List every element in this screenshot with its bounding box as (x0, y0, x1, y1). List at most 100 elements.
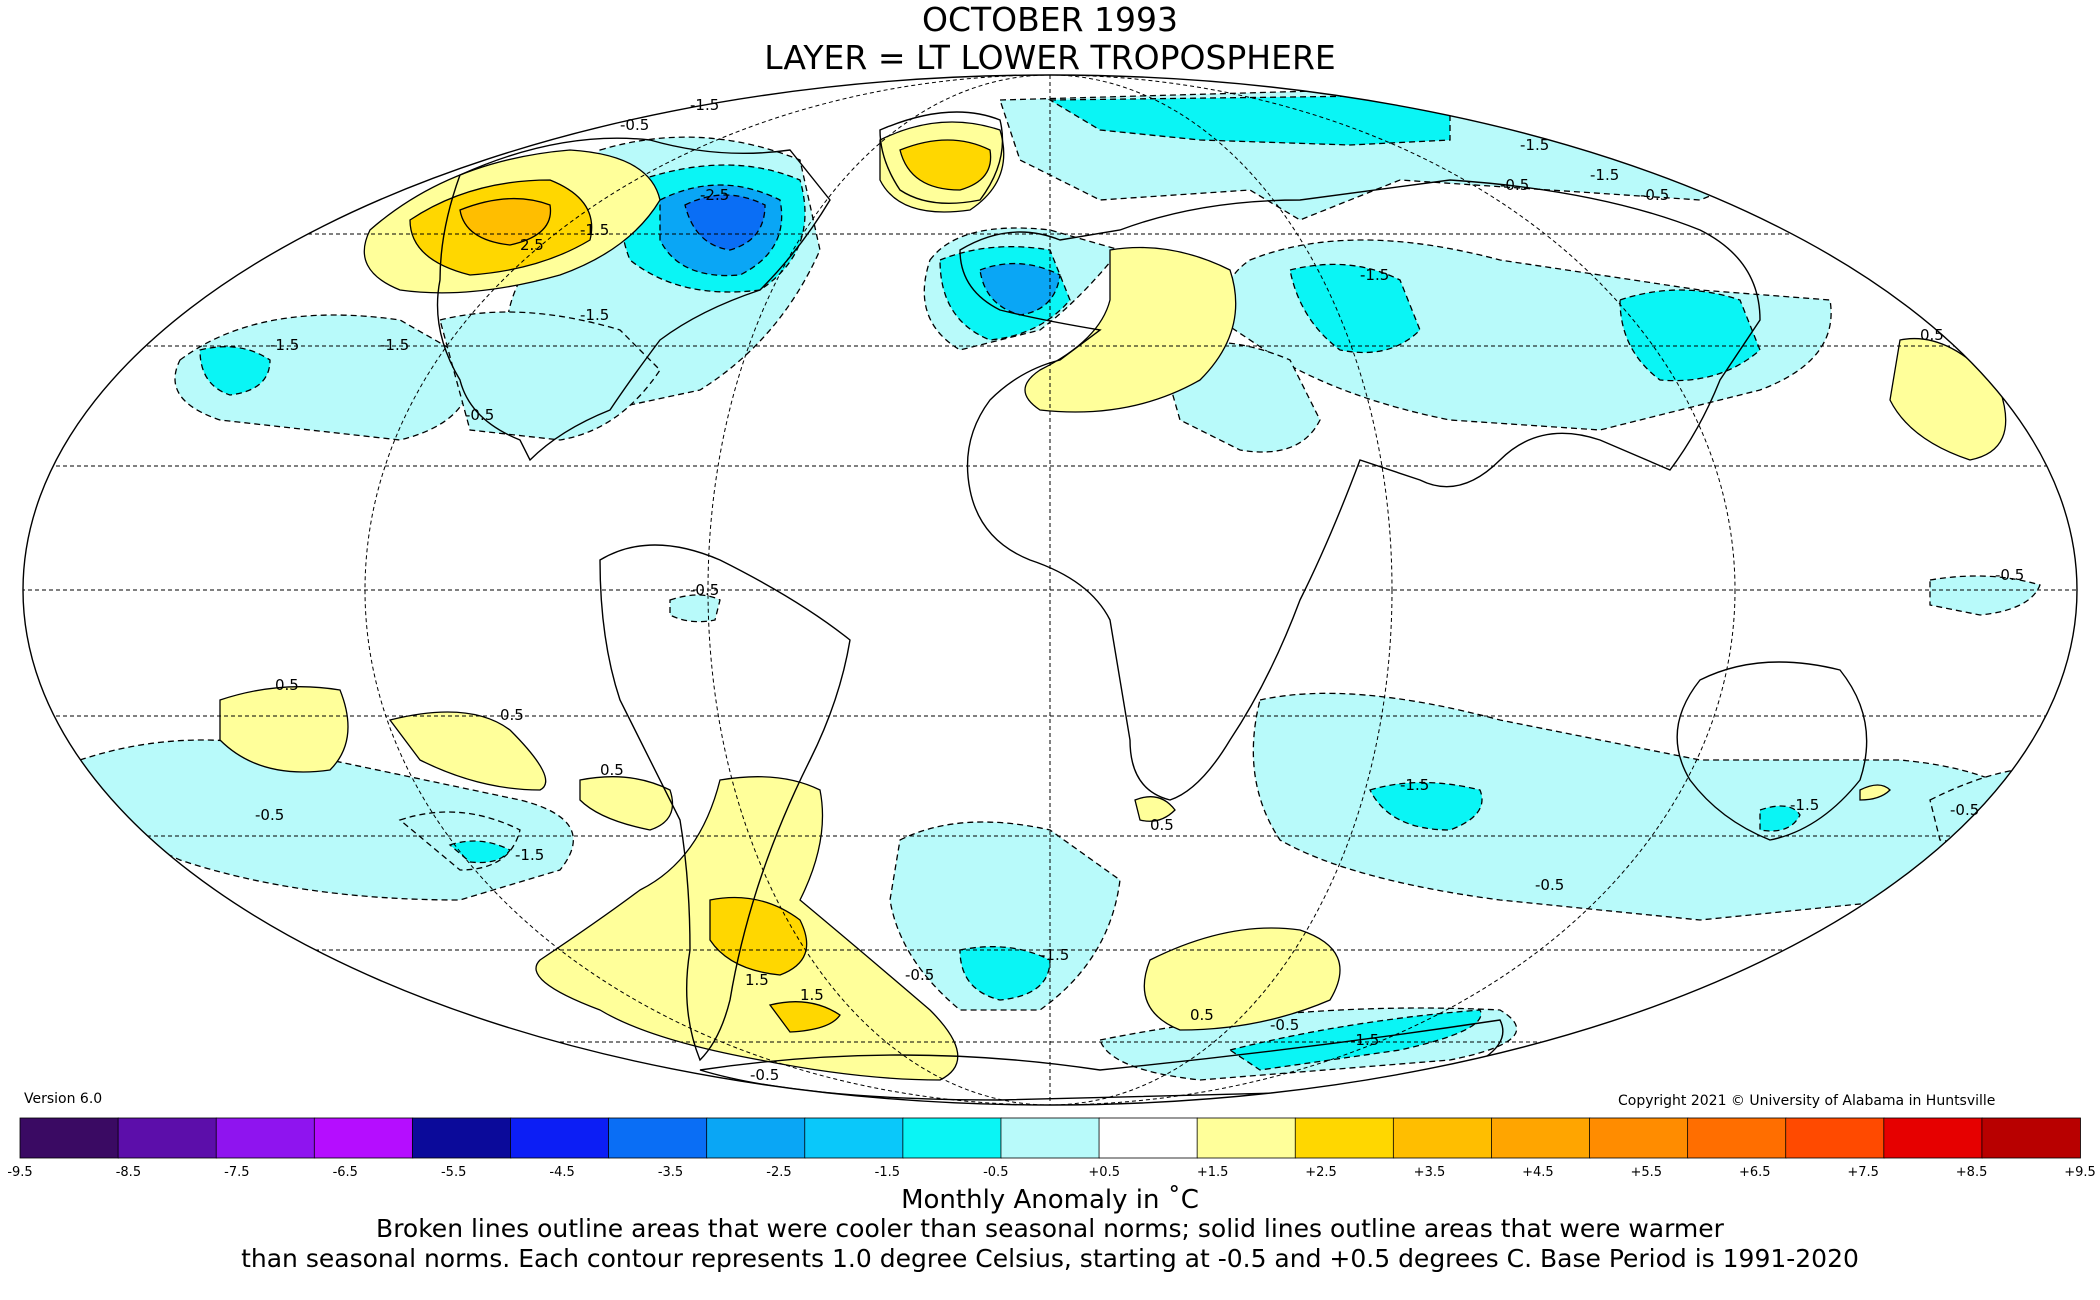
globe-outline (22, 74, 2078, 1106)
anomaly-region-canada-core (684, 194, 766, 251)
colorbar-tick-label: +9.5 (2064, 1165, 2096, 1180)
map-label-12: 0.5 (1920, 326, 1944, 344)
map-label-19: -1.5 (515, 846, 544, 864)
map-label-29: -1.5 (1350, 1031, 1379, 1049)
map-label-26: 0.5 (1190, 1006, 1214, 1024)
anomaly-region-australia-south (1759, 805, 1801, 832)
continent-outlines (436, 111, 1868, 1101)
anomaly-region-s-atlantic-cyan (959, 946, 1051, 1001)
outline-antarctica (699, 1019, 1504, 1101)
anomaly-region-s-indian (1252, 692, 2051, 921)
colorbar-swatch (1883, 1117, 1983, 1159)
colorbar-tick-label: +6.5 (1739, 1165, 1771, 1180)
map-label-20: 1.5 (745, 971, 769, 989)
map-label-17: 0.5 (600, 761, 624, 779)
anomaly-region-pacific-south-b (388, 711, 547, 791)
map-label-9: -1.5 (1360, 266, 1389, 284)
map-label-22: -0.5 (905, 966, 934, 984)
map-label-10: -1.5 (270, 336, 299, 354)
colorbar-tick-label: -4.5 (549, 1165, 574, 1180)
colorbar-tick-label: +4.5 (1522, 1165, 1554, 1180)
anomaly-region-w-pacific (1929, 575, 2041, 616)
map-label-14: -0.5 (690, 581, 719, 599)
anomaly-region-china (1619, 289, 1761, 382)
caption-line2: than seasonal norms. Each contour repres… (241, 1244, 1859, 1273)
colorbar-swatch (1589, 1117, 1689, 1159)
anomaly-region-pacific-south-c (579, 776, 674, 831)
colorbar-swatch (411, 1117, 512, 1159)
anomaly-region-s-america-gold (768, 1001, 841, 1033)
colorbar-tick-label: +8.5 (1956, 1165, 1988, 1180)
colorbar: -9.5 -8.5 -7.5 -6.5 -5.5 -4.5 -3.5 -2.5 -1.5 -0.5… (7, 1117, 2096, 1180)
graticule (23, 75, 2077, 1105)
colorbar-tick-label: +2.5 (1305, 1165, 1337, 1180)
colorbar-swatch (1098, 1117, 1199, 1159)
map-label-25: -1.5 (1400, 776, 1429, 794)
colorbar-swatch (706, 1117, 806, 1159)
colorbar-swatch (804, 1117, 904, 1159)
colorbar-swatch (1392, 1117, 1493, 1159)
map-label-32: -0.5 (750, 1066, 779, 1084)
colorbar-swatch (902, 1117, 1002, 1159)
colorbar-tick-label: +1.5 (1197, 1165, 1229, 1180)
anomaly-region-n-pacific-west (174, 314, 472, 441)
map-label-6: -1.5 (580, 221, 609, 239)
colorbar-tick-label: -6.5 (333, 1165, 358, 1180)
colorbar-tick-label: -7.5 (224, 1165, 249, 1180)
colorbar-swatch (117, 1117, 218, 1159)
map-label-28: -0.5 (1995, 566, 2024, 584)
caption-line1: Broken lines outline areas that were coo… (376, 1214, 1724, 1243)
anomaly-region-s-indian-cyan (1369, 781, 1483, 831)
map-label-27: -0.5 (1270, 1016, 1299, 1034)
copyright-label: Copyright 2021 © University of Alabama i… (1618, 1093, 1996, 1109)
anomaly-region-s-africa (1134, 796, 1176, 822)
map-label-33: 0.5 (1150, 816, 1174, 834)
map-label-13: -0.5 (465, 406, 494, 424)
colorbar-tick-label: +3.5 (1414, 1165, 1446, 1180)
map-label-30: -1.5 (1790, 796, 1819, 814)
colorbar-swatch (1000, 1117, 1100, 1159)
map-label-11: -1.5 (380, 336, 409, 354)
colorbar-swatch (1981, 1117, 2081, 1159)
anomaly-region-argentina-gold (709, 896, 808, 976)
colorbar-swatch (1491, 1117, 1591, 1159)
outline-australia (1676, 661, 1868, 841)
colorbar-swatch (19, 1117, 119, 1159)
colorbar-tick-label: +0.5 (1088, 1165, 1120, 1180)
anomaly-region-tropical-atlantic (669, 594, 721, 623)
colorbar-swatch (215, 1117, 316, 1159)
map-label-31: -0.5 (1950, 801, 1979, 819)
map-title-line1: OCTOBER 1993 (921, 0, 1179, 39)
outline-south-america (599, 544, 851, 1062)
map-label-16: 0.5 (500, 706, 524, 724)
map-label-5: 2.5 (520, 236, 544, 254)
map-label-1: -2.5 (700, 186, 729, 204)
version-label: Version 6.0 (24, 1091, 103, 1107)
anomaly-region-pacific-south-cyan (448, 840, 511, 864)
outline-greenland (879, 111, 1004, 204)
colorbar-tick-label: -2.5 (766, 1165, 791, 1180)
world-anomaly-map: -2.5 -1.5 -0.5 -1.5 2.5 -1.5 -1.5 -1.5 -… (22, 74, 2078, 1106)
anomaly-region-n-america (439, 311, 661, 441)
map-label-24: -0.5 (1535, 876, 1564, 894)
map-label-35: -0.5 (1640, 186, 1669, 204)
colorbar-swatch (1196, 1117, 1297, 1159)
colorbar-tick-label: -8.5 (116, 1165, 141, 1180)
colorbar-swatch (1687, 1117, 1787, 1159)
colorbar-tick-label: -0.5 (983, 1165, 1008, 1180)
colorbar-swatch (1785, 1117, 1885, 1159)
colorbar-tick-label: +5.5 (1631, 1165, 1663, 1180)
colorbar-swatch (313, 1117, 414, 1159)
anomaly-region-australia-east (1859, 784, 1891, 801)
map-label-18: -0.5 (255, 806, 284, 824)
map-label-4: -1.5 (690, 96, 719, 114)
colorbar-swatch (608, 1117, 708, 1159)
map-label-7: -1.5 (1520, 136, 1549, 154)
colorbar-tick-label: -3.5 (658, 1165, 683, 1180)
anomaly-region-pacific-south-a (219, 686, 349, 773)
colorbar-tick-label: -9.5 (7, 1165, 32, 1180)
anomaly-region-s-atlantic (889, 821, 1121, 1011)
anomaly-region-pacific-nw (199, 346, 271, 396)
colorbar-tick-label: -1.5 (875, 1165, 900, 1180)
anomaly-region-greenland-gold (899, 139, 992, 191)
